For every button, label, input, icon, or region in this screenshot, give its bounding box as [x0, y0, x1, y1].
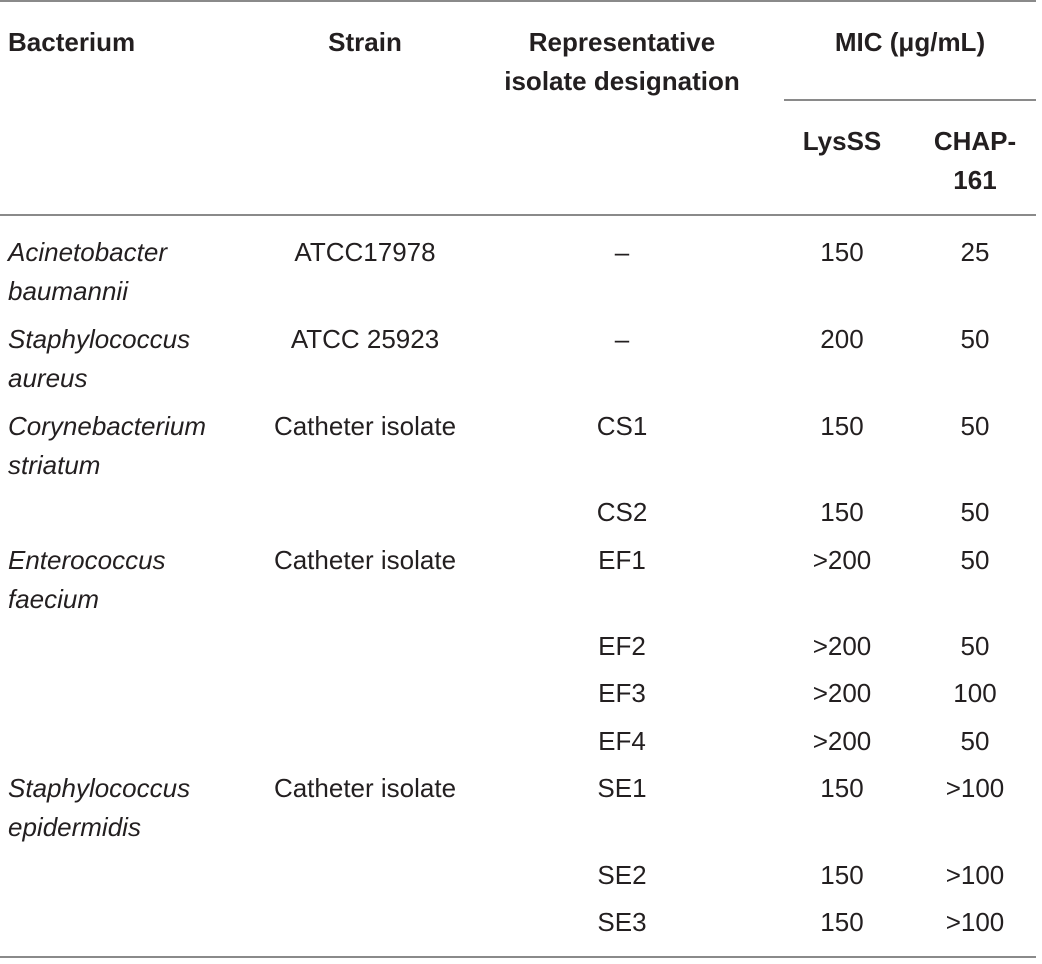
cell-bacterium: Staphylococcus: [8, 773, 191, 803]
cell-strain: Catheter isolate: [273, 773, 457, 803]
cell-lysss: 200: [820, 324, 864, 354]
header-chap-line1: CHAP-: [933, 126, 1017, 156]
cell-chap: 25: [960, 237, 990, 267]
cell-bacterium: Staphylococcus: [8, 324, 191, 354]
cell-chap: 100: [953, 678, 997, 708]
header-designation-line1: Representative: [528, 27, 716, 57]
cell-chap: >100: [945, 773, 1005, 803]
cell-bacterium-line2: baumannii: [8, 276, 128, 306]
cell-lysss: 150: [820, 237, 864, 267]
cell-strain: ATCC 25923: [290, 324, 440, 354]
cell-designation: EF1: [598, 545, 646, 575]
cell-lysss: >200: [812, 726, 872, 756]
cell-bacterium-line2: striatum: [8, 450, 101, 480]
cell-bacterium: Enterococcus: [8, 545, 166, 575]
cell-designation: –: [614, 237, 630, 267]
header-lysss: LysSS: [802, 126, 882, 156]
cell-designation: SE2: [597, 860, 647, 890]
cell-designation: CS1: [596, 411, 648, 441]
header-strain: Strain: [328, 27, 402, 57]
cell-designation: EF2: [598, 631, 646, 661]
cell-chap: 50: [960, 726, 990, 756]
cell-designation: CS2: [596, 497, 648, 527]
cell-bacterium-line2: faecium: [8, 584, 100, 614]
cell-bacterium-line2: epidermidis: [8, 812, 141, 842]
cell-chap: 50: [960, 545, 990, 575]
cell-designation: SE1: [597, 773, 647, 803]
header-designation-line2: isolate designation: [504, 66, 740, 96]
cell-strain: ATCC17978: [294, 237, 436, 267]
cell-lysss: 150: [820, 411, 864, 441]
cell-strain: Catheter isolate: [273, 545, 457, 575]
header-mic: MIC (μg/mL): [834, 27, 986, 57]
cell-lysss: 150: [820, 907, 864, 937]
cell-strain: Catheter isolate: [273, 411, 457, 441]
cell-designation: EF3: [598, 678, 646, 708]
cell-lysss: >200: [812, 545, 872, 575]
header-bacterium: Bacterium: [8, 27, 136, 57]
cell-chap: >100: [945, 860, 1005, 890]
cell-chap: >100: [945, 907, 1005, 937]
cell-chap: 50: [960, 411, 990, 441]
cell-lysss: >200: [812, 631, 872, 661]
cell-chap: 50: [960, 497, 990, 527]
cell-lysss: 150: [820, 497, 864, 527]
cell-lysss: 150: [820, 860, 864, 890]
cell-chap: 50: [960, 324, 990, 354]
header-rule: [0, 214, 1036, 216]
cell-designation: EF4: [598, 726, 646, 756]
cell-lysss: >200: [812, 678, 872, 708]
cell-designation: SE3: [597, 907, 647, 937]
header-chap-line2: 161: [953, 165, 997, 195]
cell-designation: –: [614, 324, 630, 354]
cell-chap: 50: [960, 631, 990, 661]
top-rule: [0, 0, 1036, 2]
mic-subrule: [784, 99, 1036, 101]
cell-lysss: 150: [820, 773, 864, 803]
cell-bacterium: Acinetobacter: [8, 237, 167, 267]
bottom-rule: [0, 956, 1036, 958]
cell-bacterium: Corynebacterium: [8, 411, 206, 441]
cell-bacterium-line2: aureus: [8, 363, 88, 393]
